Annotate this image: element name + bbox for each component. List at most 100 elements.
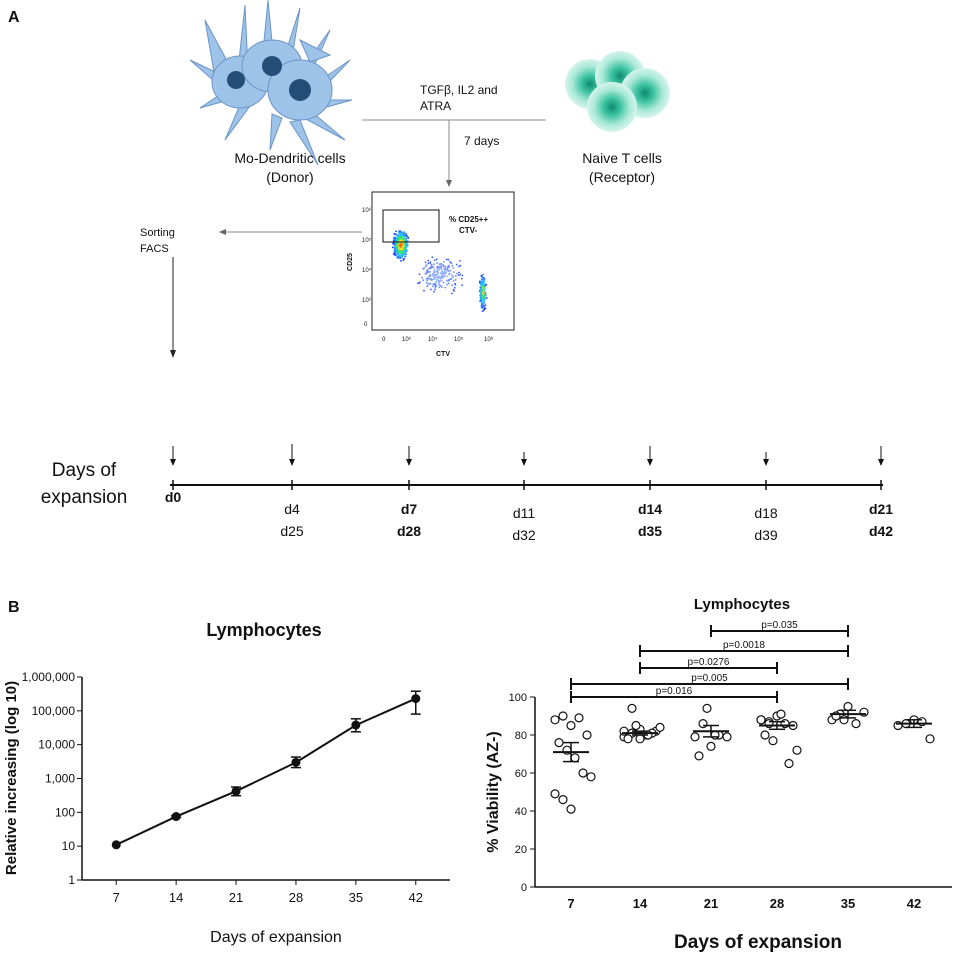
culture-duration: 7 days bbox=[464, 134, 499, 148]
timeline-arrowhead bbox=[647, 459, 653, 466]
timeline-day: d7 bbox=[401, 501, 418, 517]
y-tick-label: 1,000 bbox=[45, 772, 75, 786]
timeline-title-1: Days of bbox=[52, 460, 117, 481]
viability-chart: Lymphocytes Days of expansion % Viabilit… bbox=[485, 596, 952, 953]
data-point bbox=[231, 786, 241, 796]
x-tick-label: 42 bbox=[907, 896, 921, 911]
x-tick-label: 35 bbox=[841, 896, 855, 911]
y-tick-label: 100 bbox=[509, 692, 527, 704]
data-point bbox=[760, 730, 770, 740]
timeline-day: d35 bbox=[638, 523, 662, 539]
data-point bbox=[702, 703, 712, 714]
x-tick-label: 7 bbox=[113, 890, 120, 905]
timeline-arrowhead bbox=[763, 459, 769, 466]
data-point bbox=[623, 734, 633, 744]
naive-t-cells-role: (Receptor) bbox=[589, 169, 655, 185]
growth-chart-xlabel: Days of expansion bbox=[210, 929, 342, 946]
y-tick-label: 1 bbox=[68, 873, 75, 887]
data-point bbox=[690, 732, 700, 742]
sorting-label-2: FACS bbox=[140, 243, 169, 255]
data-point bbox=[291, 757, 301, 767]
y-tick-label: 10 bbox=[62, 839, 76, 853]
data-point bbox=[558, 711, 568, 721]
timeline-day: d28 bbox=[397, 523, 421, 539]
dendritic-cells-role: (Donor) bbox=[266, 169, 313, 185]
timeline-title-2: expansion bbox=[41, 487, 128, 508]
x-tick-label: 42 bbox=[409, 890, 423, 905]
x-tick-label: 28 bbox=[289, 890, 303, 905]
flow-x-tick: 0 bbox=[382, 337, 386, 343]
data-point bbox=[925, 734, 935, 744]
y-tick-label: 80 bbox=[515, 730, 527, 742]
viability-chart-ylabel: % Viability (AZ-) bbox=[485, 731, 502, 853]
gate-label-2: CTV- bbox=[459, 226, 478, 235]
x-tick-label: 21 bbox=[704, 896, 718, 911]
growth-chart: Lymphocytes Days of expansion Relative i… bbox=[3, 620, 450, 946]
culture-factors-line1: TGFβ, IL2 and bbox=[420, 83, 498, 97]
culture-factors-line2: ATRA bbox=[420, 99, 451, 113]
data-point bbox=[792, 745, 802, 755]
y-tick-label: 1,000,000 bbox=[22, 670, 76, 684]
timeline-arrowhead bbox=[878, 459, 884, 466]
naive-t-cell-icon bbox=[565, 51, 670, 132]
data-point bbox=[554, 737, 564, 748]
data-point bbox=[756, 715, 766, 725]
data-point bbox=[851, 718, 861, 729]
flow-x-tick: 10⁴ bbox=[428, 336, 438, 343]
y-tick-label: 10,000 bbox=[38, 738, 75, 752]
timeline-arrowhead bbox=[521, 459, 527, 466]
data-point bbox=[351, 720, 361, 730]
data-point bbox=[574, 713, 584, 723]
y-tick-label: 60 bbox=[515, 768, 527, 780]
data-point bbox=[694, 751, 704, 761]
naive-t-cells-label: Naive T cells bbox=[582, 150, 662, 166]
y-tick-label: 20 bbox=[515, 844, 527, 856]
x-tick-label: 35 bbox=[349, 890, 363, 905]
data-point bbox=[582, 730, 592, 740]
data-point bbox=[570, 753, 580, 763]
series-line bbox=[115, 697, 417, 846]
flow-y-tick: 10⁴ bbox=[362, 267, 372, 274]
data-point bbox=[578, 768, 588, 778]
p-value-label: p=0.0018 bbox=[723, 640, 765, 651]
timeline-day: d21 bbox=[869, 501, 893, 517]
y-tick-label: 0 bbox=[521, 882, 527, 894]
flow-x-tick: 10⁶ bbox=[484, 336, 494, 343]
data-point bbox=[784, 758, 794, 769]
panel-b-label: B bbox=[8, 599, 20, 616]
data-point bbox=[776, 709, 786, 719]
timeline-arrowhead bbox=[406, 459, 412, 466]
data-point bbox=[586, 772, 596, 782]
timeline-day: d11 bbox=[513, 505, 536, 521]
x-tick-label: 28 bbox=[770, 896, 784, 911]
dendritic-cells-label: Mo-Dendritic cells bbox=[234, 150, 345, 166]
x-tick-label: 21 bbox=[229, 890, 243, 905]
timeline-day: d42 bbox=[869, 523, 893, 539]
p-value-label: p=0.035 bbox=[761, 620, 798, 631]
x-tick-label: 14 bbox=[633, 896, 648, 911]
timeline-day: d39 bbox=[754, 527, 778, 543]
p-value-label: p=0.005 bbox=[691, 673, 728, 684]
timeline-day: d25 bbox=[280, 523, 304, 539]
y-tick-label: 100,000 bbox=[32, 704, 76, 718]
data-point bbox=[566, 720, 576, 731]
p-value-label: p=0.016 bbox=[656, 686, 693, 697]
viability-chart-title: Lymphocytes bbox=[694, 596, 790, 613]
timeline-day: d0 bbox=[165, 489, 182, 505]
sort-arrowhead bbox=[219, 229, 226, 235]
data-point bbox=[839, 715, 849, 725]
viability-chart-xlabel: Days of expansion bbox=[674, 932, 842, 953]
data-point bbox=[698, 718, 708, 729]
data-point bbox=[722, 732, 732, 742]
timeline-day: d18 bbox=[754, 505, 778, 521]
sort-gate bbox=[382, 209, 440, 243]
flow-dots bbox=[391, 229, 488, 312]
data-point bbox=[550, 715, 560, 725]
data-point bbox=[843, 701, 853, 712]
flow-y-tick: 10⁵ bbox=[362, 237, 372, 244]
data-point bbox=[171, 812, 181, 822]
dendritic-cell-icon bbox=[189, 0, 353, 166]
flow-x-tick: 10⁵ bbox=[454, 336, 464, 343]
flow-x-tick: 10³ bbox=[402, 337, 411, 343]
